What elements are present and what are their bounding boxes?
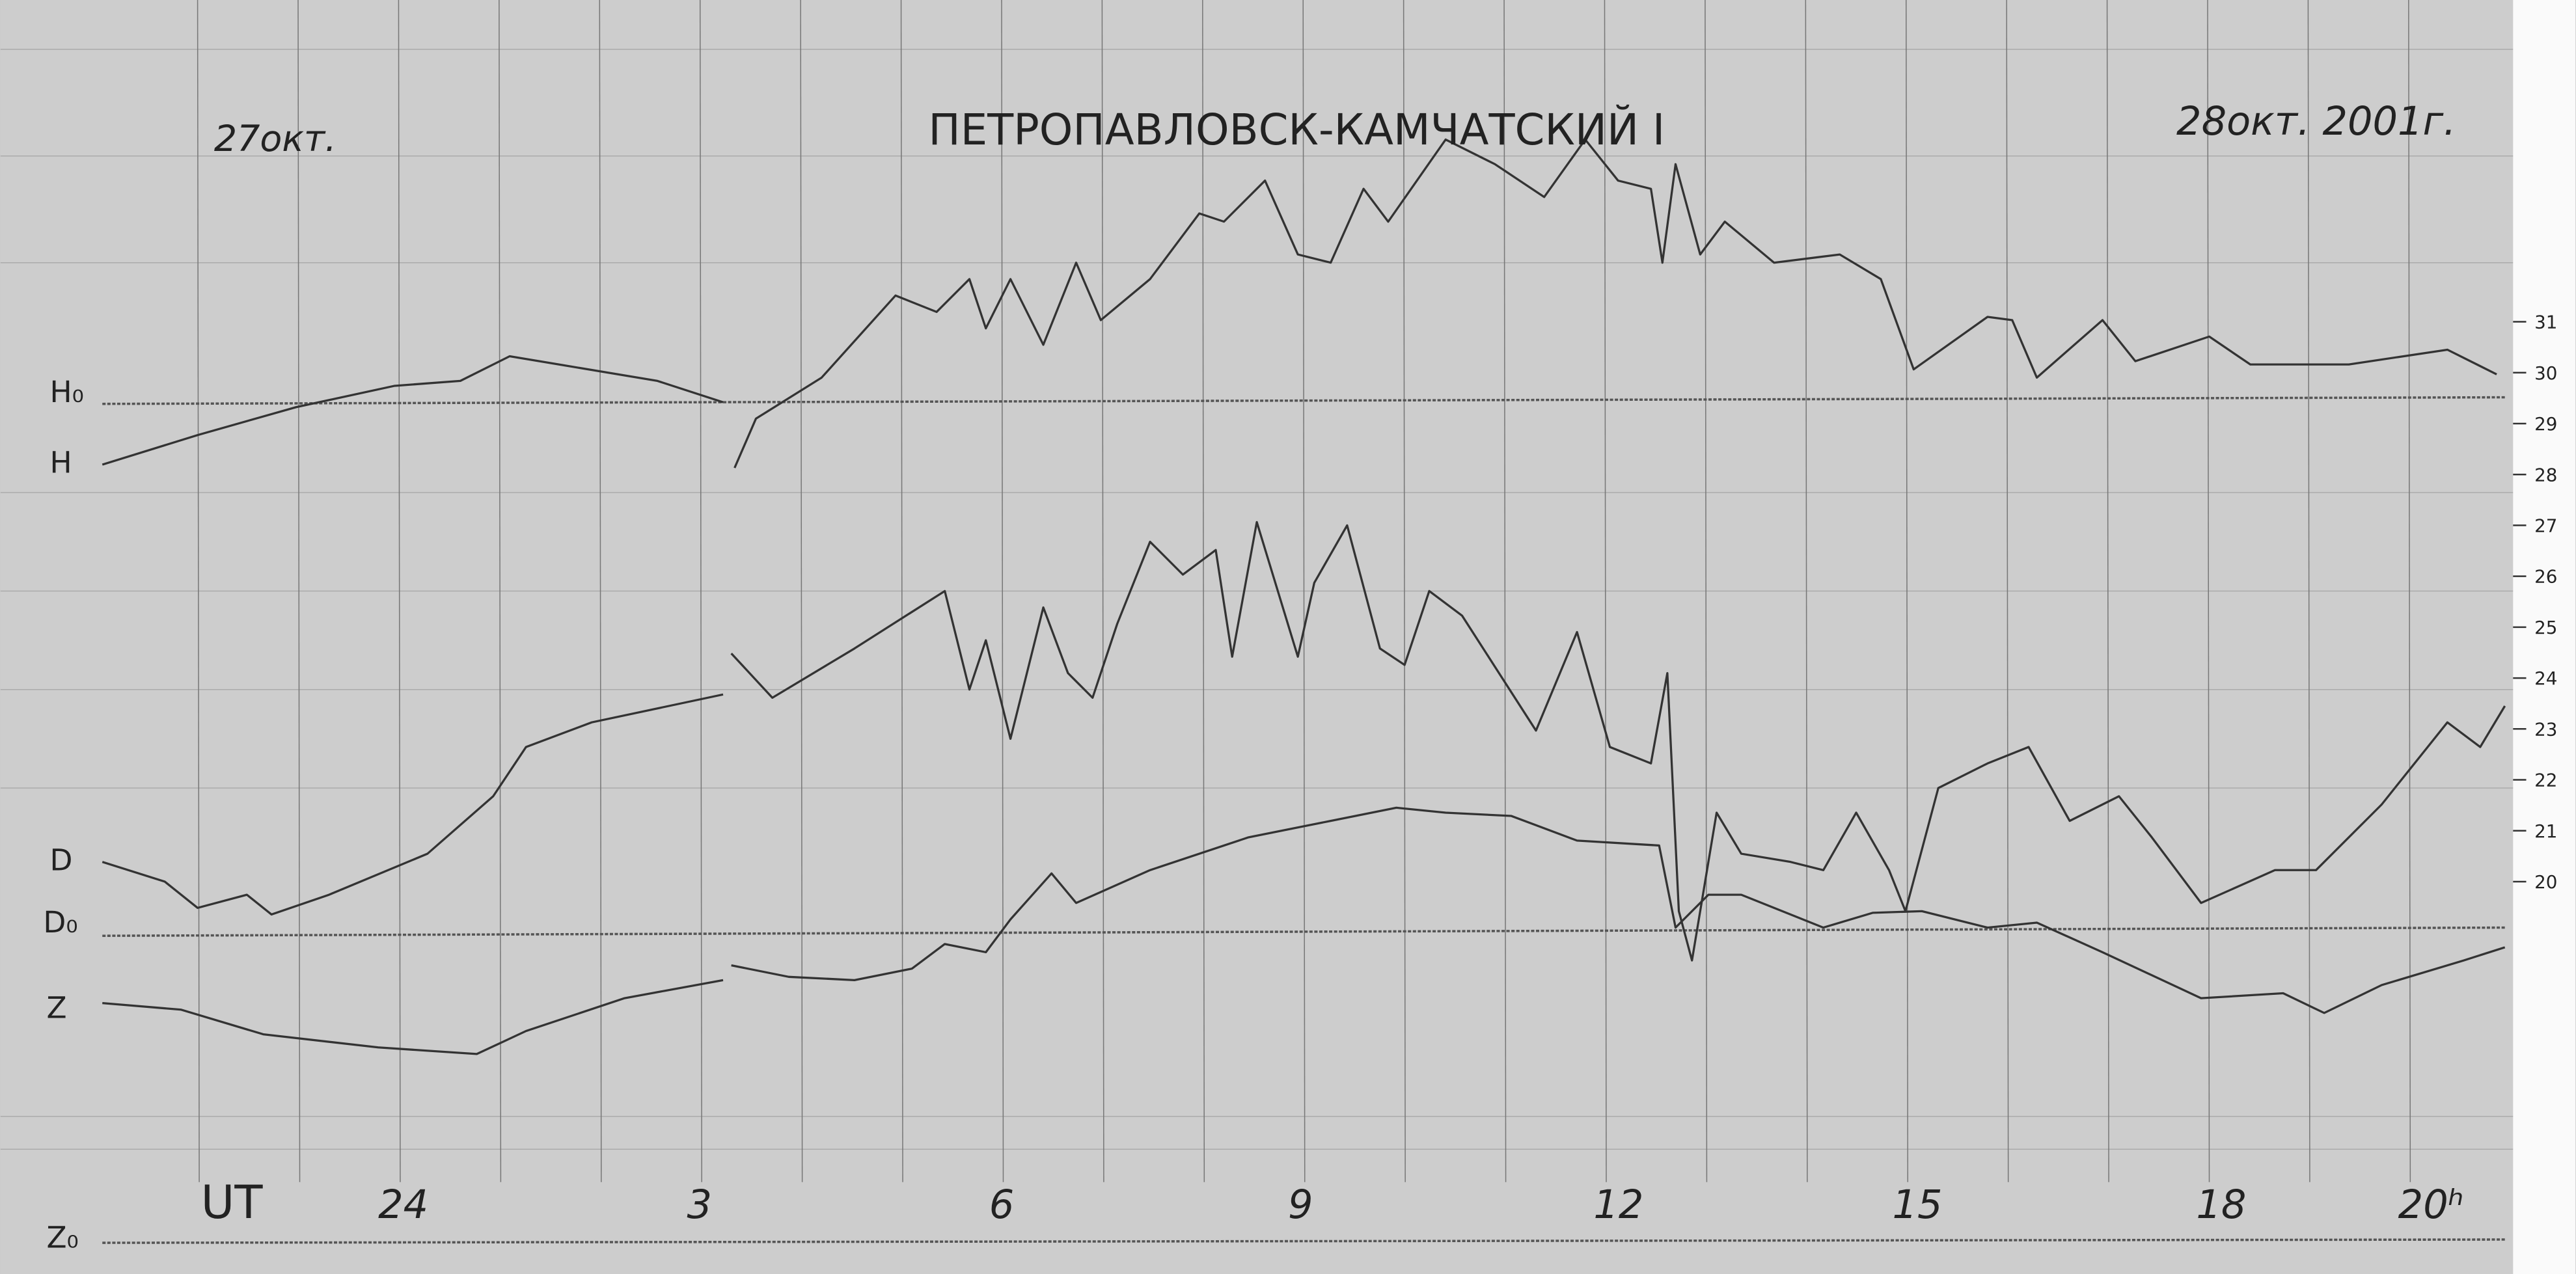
- scale-number: 30: [2534, 362, 2557, 384]
- h-trace: [102, 355, 724, 466]
- trace-label: Z₀: [46, 1221, 78, 1255]
- hour-line: [2207, 0, 2210, 1182]
- scale-number: 25: [2534, 617, 2557, 638]
- hour-line: [1001, 0, 1004, 1182]
- h0-baseline: [102, 396, 2505, 405]
- scale-number: 26: [2534, 566, 2557, 588]
- trace-label: H₀: [50, 375, 84, 409]
- hour-line: [2408, 0, 2411, 1182]
- trace-label: D₀: [43, 905, 77, 940]
- hour-labels: 24 3 6 9 12 15 18 20ʰ: [378, 1182, 2464, 1228]
- z0-baseline: [102, 1238, 2505, 1244]
- hour-line: [2006, 0, 2009, 1182]
- hour-line: [599, 0, 602, 1182]
- hour-line: [1403, 0, 1406, 1182]
- h-trace: [733, 138, 2497, 468]
- d-trace: [730, 521, 2506, 962]
- hour-line: [499, 0, 502, 1182]
- d-trace: [102, 693, 724, 916]
- right-date: 28окт. 2001г.: [2176, 99, 2456, 144]
- scale-number: 28: [2534, 464, 2557, 485]
- time-axis-label: UT: [201, 1175, 264, 1229]
- left-date: 27окт.: [214, 118, 336, 160]
- hour-label: 6: [989, 1182, 1015, 1228]
- scale-number: 20: [2534, 871, 2557, 893]
- paper: [0, 0, 2514, 1274]
- hour-line: [2307, 0, 2310, 1182]
- hour-line: [2106, 0, 2109, 1182]
- scale-strip: [2513, 0, 2576, 1274]
- hour-label: 3: [687, 1182, 713, 1228]
- scale-number: 29: [2534, 413, 2557, 435]
- scale-number: 24: [2534, 668, 2557, 689]
- hour-line: [1202, 0, 1205, 1182]
- hour-lines: [0, 0, 2514, 1182]
- hour-label: 12: [1593, 1182, 1643, 1228]
- hour-line: [1705, 0, 1708, 1182]
- hour-line: [1503, 0, 1507, 1182]
- hour-line: [398, 0, 401, 1182]
- hour-line: [1101, 0, 1104, 1182]
- hour-label: 18: [2196, 1182, 2246, 1228]
- title: ПЕТРОПАВЛОВСК-КАМЧАТСКИЙ I: [928, 104, 1665, 155]
- hour-line: [1905, 0, 1909, 1182]
- hour-line: [1302, 0, 1306, 1182]
- hour-label: 15: [1893, 1182, 1943, 1228]
- trace-label: D: [50, 843, 73, 877]
- hour-label: 24: [378, 1182, 428, 1228]
- scale-number: 23: [2534, 718, 2557, 740]
- hour-line: [900, 0, 903, 1182]
- hour-line: [800, 0, 803, 1182]
- z-trace: [731, 806, 2506, 1014]
- hour-line: [1604, 0, 1607, 1182]
- d0-baseline: [102, 926, 2505, 937]
- hour-line: [197, 0, 200, 1182]
- hour-line: [1805, 0, 1808, 1182]
- scale-numbers: 31 30 29 28 27 26 25 24 23 22 21 20: [2513, 312, 2557, 893]
- scale-number: 31: [2534, 312, 2557, 333]
- scale-number: 21: [2534, 820, 2557, 842]
- trace-label: Z: [46, 990, 66, 1025]
- z-trace: [102, 979, 724, 1055]
- hour-line: [297, 0, 301, 1182]
- hour-label: 20ʰ: [2398, 1182, 2464, 1228]
- scale-number: 27: [2534, 515, 2557, 537]
- trace-label: H: [50, 446, 72, 480]
- scale-number: 22: [2534, 770, 2557, 791]
- hour-label: 9: [1288, 1182, 1313, 1228]
